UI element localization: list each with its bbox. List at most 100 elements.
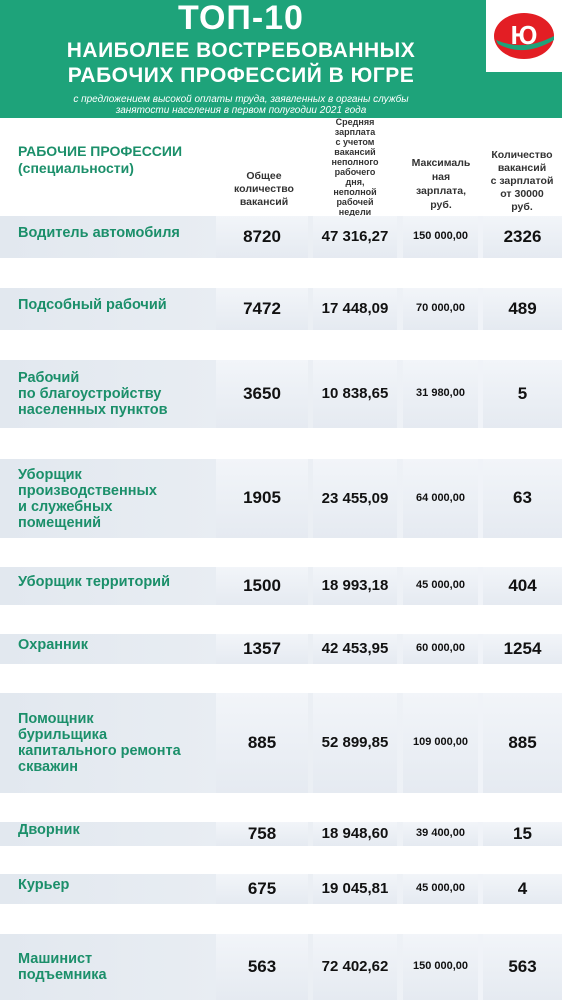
column-header-line: с зарплатой bbox=[490, 175, 554, 187]
table-cell-bg bbox=[216, 360, 308, 428]
table-row bbox=[0, 567, 562, 605]
profession-name-line: Машинист bbox=[18, 951, 93, 967]
column-header-line: рабочей bbox=[336, 197, 374, 207]
column-header-line: рабочего bbox=[334, 167, 376, 177]
table-row bbox=[0, 934, 562, 1000]
table-cell-bg bbox=[483, 693, 562, 793]
profession-name: Рабочий по благоустройству населенных пунк… bbox=[18, 370, 218, 418]
profession-name-line: помещений bbox=[18, 514, 102, 531]
table-cell-bg bbox=[403, 874, 478, 904]
table-cell-bg bbox=[313, 459, 397, 538]
max-salary: 60 000,00 bbox=[416, 642, 465, 655]
main-title: ТОП-10 bbox=[178, 0, 304, 37]
table-row bbox=[0, 360, 562, 428]
profession-name: Курьер bbox=[18, 877, 218, 893]
table-cell-bg bbox=[403, 693, 478, 793]
table-cell-bg bbox=[216, 216, 308, 258]
max-salary: 150 000,00 bbox=[412, 960, 469, 973]
table-cell-bg bbox=[403, 216, 478, 258]
table-cell-bg bbox=[403, 567, 478, 605]
column-header-c3: Максималь ная зарплата, руб. bbox=[401, 156, 481, 212]
max-salary: 109 000,00 bbox=[412, 736, 469, 749]
profession-name-line: производственных bbox=[18, 482, 157, 499]
table-cell-bg bbox=[483, 934, 562, 1000]
title-line-2: НАИБОЛЕЕ ВОСТРЕБОВАННЫХ bbox=[66, 39, 416, 62]
vacancies-over-30000: 15 bbox=[513, 823, 532, 843]
profession-name: Дворник bbox=[18, 822, 218, 838]
vacancies-over-30000: 885 bbox=[508, 732, 537, 752]
vacancies-over-30000: 489 bbox=[508, 298, 537, 318]
max-salary: 150 000,00 bbox=[412, 230, 469, 243]
average-salary: 18 993,18 bbox=[321, 577, 389, 594]
column-header-line: ная bbox=[431, 171, 451, 183]
column-header-line: неполной bbox=[333, 187, 377, 197]
table-cell-bg bbox=[216, 459, 308, 538]
profession-name: Подсобный рабочий bbox=[18, 297, 218, 313]
column-header-line: с учетом bbox=[335, 137, 375, 147]
table-cell-bg bbox=[483, 567, 562, 605]
max-salary: 45 000,00 bbox=[416, 579, 465, 592]
table-cell-bg bbox=[313, 634, 397, 664]
profession-name-line: Помощник bbox=[18, 711, 94, 727]
column-header-line: неполного bbox=[331, 157, 379, 167]
table-cell-bg bbox=[313, 934, 397, 1000]
total-vacancies: 675 bbox=[247, 878, 277, 898]
table-cell-bg bbox=[483, 459, 562, 538]
column-header-line: Средняя bbox=[335, 117, 375, 127]
table-cell-bg bbox=[483, 822, 562, 846]
profession-name-line: подъемника bbox=[18, 967, 107, 983]
table-cell-bg bbox=[313, 874, 397, 904]
column-header-line: Максималь bbox=[411, 157, 471, 169]
profession-name-line: Уборщик bbox=[18, 466, 82, 483]
vacancies-over-30000: 5 bbox=[517, 383, 528, 403]
average-salary: 47 316,27 bbox=[321, 228, 389, 245]
header-banner: ТОП-10 НАИБОЛЕЕ ВОСТРЕБОВАННЫХ РАБОЧИХ П… bbox=[0, 0, 562, 118]
profession-column-header: РАБОЧИЕ ПРОФЕССИИ (специальности) bbox=[18, 143, 228, 177]
profession-header-line: РАБОЧИЕ ПРОФЕССИИ bbox=[18, 143, 183, 159]
column-header-line: количество bbox=[234, 183, 294, 195]
table-cell-bg bbox=[403, 288, 478, 330]
vacancies-over-30000: 1254 bbox=[503, 638, 542, 658]
profession-name-line: Подсобный рабочий bbox=[18, 297, 167, 313]
column-header-line: вакансий bbox=[334, 147, 376, 157]
max-salary: 31 980,00 bbox=[416, 387, 465, 400]
table-cell-bg bbox=[403, 934, 478, 1000]
profession-name-line: Охранник bbox=[18, 637, 88, 653]
table-cell-bg bbox=[403, 634, 478, 664]
column-header-c4: Количество вакансий с зарплатой от 30000 руб… bbox=[481, 149, 562, 214]
average-salary: 42 453,95 bbox=[321, 640, 389, 657]
profession-name-line: Курьер bbox=[18, 877, 70, 893]
total-vacancies: 885 bbox=[247, 732, 277, 752]
max-salary: 64 000,00 bbox=[416, 491, 465, 504]
vacancies-over-30000: 63 bbox=[513, 488, 532, 508]
profession-name-line: бурильщика bbox=[18, 727, 108, 743]
vacancies-over-30000: 4 bbox=[517, 878, 528, 898]
subtitle-line-1: с предложением высокой оплаты труда, зая… bbox=[73, 94, 409, 105]
profession-name-line: Водитель автомобиля bbox=[18, 225, 180, 241]
table-cell-bg bbox=[403, 822, 478, 846]
table-cell-bg bbox=[483, 288, 562, 330]
title-line-3: РАБОЧИХ ПРОФЕССИЙ В ЮГРЕ bbox=[67, 64, 415, 87]
table-row bbox=[0, 693, 562, 793]
table-cell-bg bbox=[216, 288, 308, 330]
logo: Ю bbox=[486, 0, 562, 72]
vacancies-over-30000: 563 bbox=[508, 956, 537, 976]
column-header-line: руб. bbox=[511, 201, 533, 213]
average-salary: 52 899,85 bbox=[321, 734, 389, 751]
profession-name-line: капитального ремонта bbox=[18, 743, 181, 759]
table-cell-bg bbox=[216, 822, 308, 846]
column-header-line: Общее bbox=[246, 170, 282, 182]
logo-text: Ю bbox=[511, 20, 538, 50]
total-vacancies: 7472 bbox=[243, 298, 281, 318]
table-cell-bg bbox=[483, 634, 562, 664]
logo-icon: Ю bbox=[494, 13, 554, 59]
total-vacancies: 1905 bbox=[243, 488, 281, 508]
column-header-line: зарплата bbox=[334, 127, 376, 137]
vacancies-over-30000: 404 bbox=[508, 575, 537, 595]
average-salary: 18 948,60 bbox=[321, 825, 389, 842]
column-header-line: от 30000 bbox=[500, 188, 544, 200]
vacancies-over-30000: 2326 bbox=[503, 226, 542, 246]
profession-name-line: скважин bbox=[18, 759, 79, 775]
table-cell-bg bbox=[313, 288, 397, 330]
average-salary: 19 045,81 bbox=[321, 880, 389, 897]
